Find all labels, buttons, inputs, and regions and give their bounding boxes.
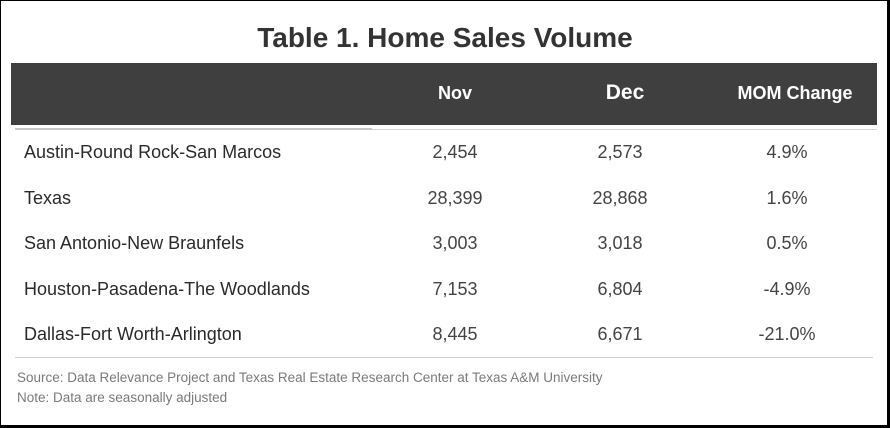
cell-mom-change: -21.0% bbox=[758, 324, 816, 345]
seasonal-note: Note: Data are seasonally adjusted bbox=[17, 390, 228, 405]
table-header: Nov Dec MOM Change bbox=[11, 63, 877, 125]
cell-dec: 28,868 bbox=[592, 187, 648, 208]
cell-dec: 6,804 bbox=[597, 278, 643, 299]
cell-nov: 3,003 bbox=[432, 233, 478, 254]
cell-nov: 8,445 bbox=[432, 324, 478, 345]
table-bottom-divider bbox=[15, 357, 873, 358]
header-nov: Nov bbox=[437, 83, 472, 103]
row-name: Texas bbox=[24, 187, 72, 208]
table-row: Texas 28,399 28,868 1.6% bbox=[0, 178, 890, 223]
source-note: Source: Data Relevance Project and Texas… bbox=[17, 370, 603, 385]
row-name: San Antonio-New Braunfels bbox=[24, 233, 245, 254]
cell-dec: 3,018 bbox=[597, 233, 643, 254]
cell-dec: 6,671 bbox=[597, 324, 643, 345]
table-row: Austin-Round Rock-San Marcos 2,454 2,573 4.… bbox=[0, 132, 890, 177]
header-mom-change: MOM Change bbox=[737, 83, 853, 103]
cell-nov: 28,399 bbox=[427, 187, 483, 208]
table-row: Houston-Pasadena-The Woodlands 7,153 6,804… bbox=[0, 269, 890, 314]
cell-mom-change: 1.6% bbox=[766, 187, 808, 208]
row-name: Dallas-Fort Worth-Arlington bbox=[24, 324, 242, 345]
cell-mom-change: 0.5% bbox=[766, 233, 808, 254]
cell-mom-change: -4.9% bbox=[763, 278, 811, 299]
table-title: Table 1. Home Sales Volume bbox=[257, 22, 633, 53]
table-row: San Antonio-New Braunfels 3,003 3,018 0.5% bbox=[0, 223, 890, 268]
cell-nov: 2,454 bbox=[432, 142, 478, 162]
cell-dec: 2,573 bbox=[597, 142, 643, 162]
row-name: Austin-Round Rock-San Marcos bbox=[24, 142, 282, 162]
header-dec: Dec bbox=[605, 81, 645, 104]
cell-nov: 7,153 bbox=[432, 278, 478, 299]
row-name: Houston-Pasadena-The Woodlands bbox=[24, 278, 310, 299]
header-divider bbox=[372, 129, 877, 130]
table-row: Dallas-Fort Worth-Arlington 8,445 6,671 -21… bbox=[0, 314, 890, 359]
header-divider bbox=[15, 128, 372, 130]
cell-mom-change: 4.9% bbox=[766, 142, 808, 162]
